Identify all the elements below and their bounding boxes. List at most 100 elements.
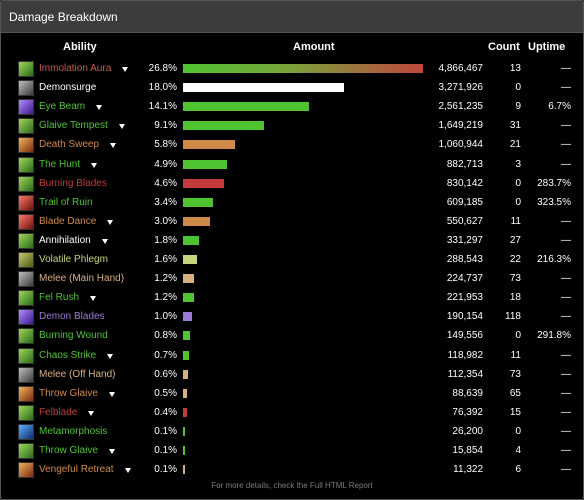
ability-name: Glaive Tempest [39, 120, 108, 132]
table-row[interactable]: Glaive Tempest 9.1% 1,649,219 31 — [1, 117, 583, 136]
uptime-value: 283.7% [537, 177, 571, 189]
damage-amount: 118,982 [447, 349, 483, 361]
damage-percent: 0.1% [154, 425, 177, 437]
ability-name: Throw Glaive [39, 387, 98, 399]
ability-icon [18, 271, 34, 288]
damage-percent: 0.8% [154, 330, 177, 342]
cast-count: 73 [509, 273, 521, 285]
damage-amount: 830,142 [446, 177, 483, 189]
dropdown-arrow-icon[interactable] [96, 105, 102, 111]
damage-amount: 112,354 [447, 368, 483, 380]
damage-bar [183, 446, 185, 455]
dropdown-arrow-icon[interactable] [88, 410, 94, 416]
table-row[interactable]: Throw Glaive 0.1% 15,854 4 — [1, 442, 583, 461]
damage-bar [183, 312, 192, 322]
damage-bar [183, 140, 235, 150]
damage-percent: 3.0% [154, 215, 177, 227]
table-row[interactable]: Death Sweep 5.8% 1,060,944 21 — [1, 136, 583, 155]
damage-percent: 4.6% [154, 177, 177, 189]
cast-count: 18 [509, 292, 521, 304]
dropdown-arrow-icon[interactable] [102, 238, 108, 244]
damage-percent: 1.8% [154, 234, 177, 246]
uptime-value: — [561, 292, 571, 304]
cast-count: 15 [509, 406, 521, 418]
table-row[interactable]: Annihilation 1.8% 331,297 27 — [1, 232, 583, 251]
uptime-value: — [561, 349, 571, 361]
ability-icon [18, 404, 34, 421]
dropdown-arrow-icon[interactable] [110, 143, 116, 149]
table-row[interactable]: Felblade 0.4% 76,392 15 — [1, 404, 583, 423]
table-row[interactable]: Fel Rush 1.2% 221,953 18 — [1, 289, 583, 308]
ability-icon [18, 232, 34, 249]
uptime-value: — [561, 120, 571, 132]
dropdown-arrow-icon[interactable] [109, 391, 115, 397]
ability-icon [18, 194, 34, 211]
table-row[interactable]: Demon Blades 1.0% 190,154 118 — [1, 308, 583, 327]
uptime-value: — [561, 234, 571, 246]
damage-bar [183, 83, 345, 93]
table-row[interactable]: Blade Dance 3.0% 550,627 11 — [1, 213, 583, 232]
table-row[interactable]: Volatile Phlegm 1.6% 288,543 22 216.3% [1, 251, 583, 270]
cast-count: 0 [515, 425, 521, 437]
dropdown-arrow-icon[interactable] [90, 296, 96, 302]
damage-percent: 0.1% [154, 445, 177, 456]
panel-title: Damage Breakdown [1, 1, 583, 33]
damage-amount: 331,297 [446, 234, 483, 246]
damage-percent: 9.1% [154, 120, 177, 132]
table-row[interactable]: Melee (Main Hand) 1.2% 224,737 73 — [1, 270, 583, 289]
dropdown-arrow-icon[interactable] [91, 162, 97, 168]
damage-percent: 0.5% [154, 387, 177, 399]
ability-icon [18, 213, 34, 230]
ability-name: Trail of Ruin [39, 196, 93, 208]
cast-count: 65 [509, 387, 521, 399]
damage-percent: 14.1% [148, 101, 177, 113]
dropdown-arrow-icon[interactable] [119, 124, 125, 130]
cast-count: 31 [509, 120, 521, 132]
table-row[interactable]: Melee (Off Hand) 0.6% 112,354 73 — [1, 366, 583, 385]
cast-count: 73 [509, 368, 521, 380]
table-row[interactable]: Demonsurge 18.0% 3,271,926 0 — [1, 79, 583, 98]
ability-icon [18, 118, 34, 135]
damage-bar [183, 121, 265, 131]
damage-amount: 609,185 [446, 196, 483, 208]
table-row[interactable]: Immolation Aura 26.8% 4,866,467 13 — [1, 60, 583, 79]
damage-bar [183, 255, 198, 264]
damage-percent: 18.0% [148, 82, 177, 94]
damage-percent: 0.7% [154, 349, 177, 361]
uptime-value: 291.8% [537, 330, 571, 342]
table-row[interactable]: Chaos Strike 0.7% 118,982 11 — [1, 347, 583, 366]
damage-percent: 3.4% [154, 196, 177, 208]
ability-name: Throw Glaive [39, 445, 98, 456]
table-row[interactable]: Trail of Ruin 3.4% 609,185 0 323.5% [1, 194, 583, 213]
damage-bar [183, 331, 191, 341]
dropdown-arrow-icon[interactable] [107, 353, 113, 359]
damage-amount: 2,561,235 [438, 101, 484, 113]
ability-name: Demonsurge [39, 82, 97, 94]
ability-name: Melee (Off Hand) [39, 368, 116, 380]
ability-icon [18, 366, 34, 383]
table-row[interactable]: The Hunt 4.9% 882,713 3 — [1, 156, 583, 175]
damage-amount: 26,200 [452, 425, 483, 437]
table-row[interactable]: Metamorphosis 0.1% 26,200 0 — [1, 423, 583, 442]
uptime-value: — [561, 158, 571, 170]
table-row[interactable]: Eye Beam 14.1% 2,561,235 9 6.7% [1, 98, 583, 117]
damage-amount: 76,392 [452, 406, 483, 418]
table-row[interactable]: Vengeful Retreat 0.1% 11,322 6 — [1, 461, 583, 480]
table-row[interactable]: Burning Blades 4.6% 830,142 0 283.7% [1, 175, 583, 194]
damage-bar [183, 350, 190, 360]
table-row[interactable]: Throw Glaive 0.5% 88,639 65 — [1, 385, 583, 404]
dropdown-arrow-icon[interactable] [125, 468, 131, 474]
uptime-value: — [561, 464, 571, 476]
ability-name: Demon Blades [39, 311, 105, 323]
ability-icon [18, 61, 34, 77]
ability-name: Volatile Phlegm [39, 254, 108, 265]
table-row[interactable]: Burning Wound 0.8% 149,556 0 291.8% [1, 327, 583, 346]
ability-name: Blade Dance [39, 215, 97, 227]
dropdown-arrow-icon[interactable] [109, 449, 115, 454]
cast-count: 3 [515, 158, 521, 170]
damage-amount: 224,737 [446, 273, 483, 285]
ability-name: Metamorphosis [39, 425, 108, 437]
dropdown-arrow-icon[interactable] [122, 67, 128, 72]
dropdown-arrow-icon[interactable] [107, 219, 113, 225]
cast-count: 0 [515, 177, 521, 189]
